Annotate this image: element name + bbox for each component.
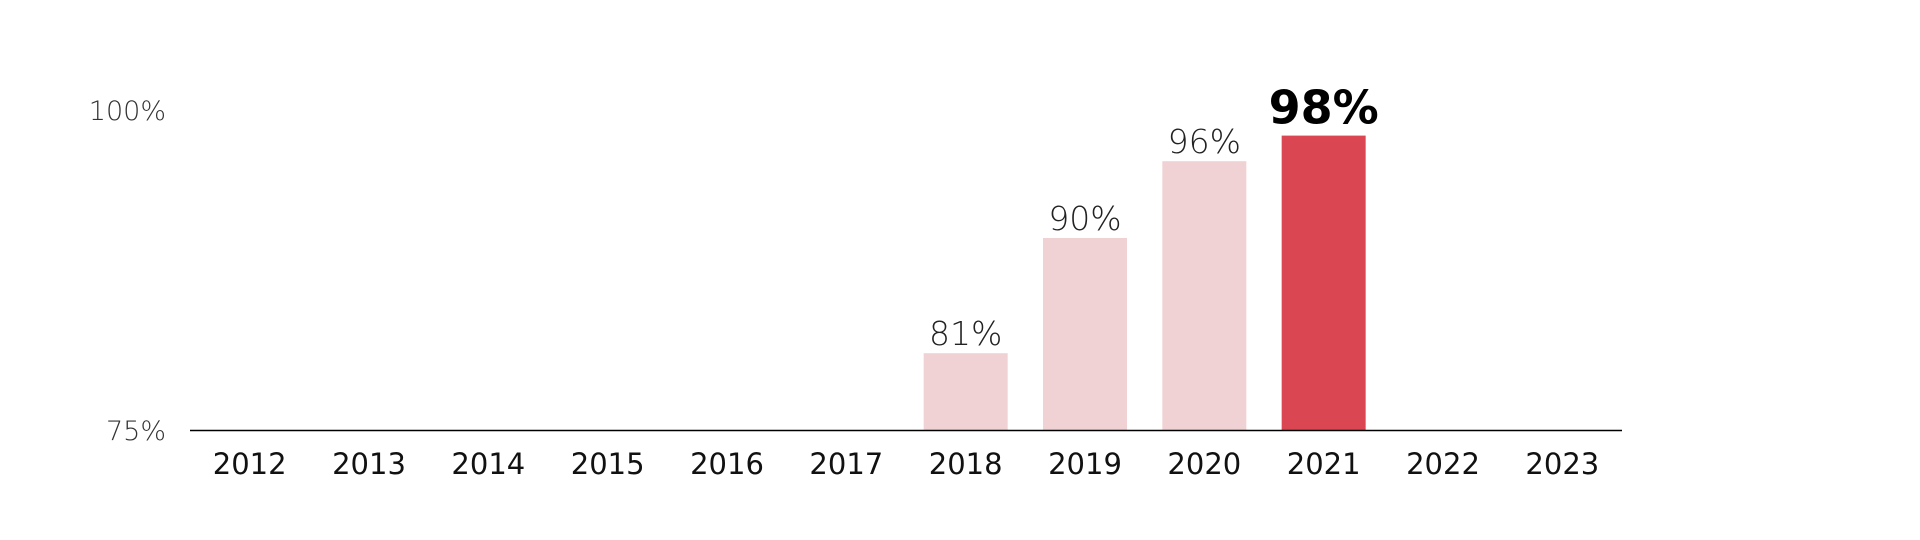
x-tick-label-2021: 2021 <box>1287 447 1361 481</box>
x-tick-label-2015: 2015 <box>571 447 645 481</box>
x-tick-label-2020: 2020 <box>1167 447 1241 481</box>
data-label-2019: 90% <box>1048 199 1121 238</box>
x-tick-label-2018: 2018 <box>929 447 1003 481</box>
bar-2019 <box>1043 238 1127 430</box>
data-label-2020: 96% <box>1168 122 1241 161</box>
x-tick-label-2012: 2012 <box>213 447 287 481</box>
x-tick-label-2017: 2017 <box>809 447 883 481</box>
x-tick-label-2014: 2014 <box>451 447 525 481</box>
data-label-2021: 98% <box>1269 81 1379 135</box>
bar-2020 <box>1162 161 1247 430</box>
bar-2021 <box>1281 135 1366 430</box>
x-tick-label-2022: 2022 <box>1406 447 1480 481</box>
y-tick-label: 100% <box>89 96 166 127</box>
x-tick-label-2016: 2016 <box>690 447 764 481</box>
x-tick-label-2013: 2013 <box>332 447 406 481</box>
x-tick-label-2023: 2023 <box>1525 447 1599 481</box>
y-tick-label: 75% <box>106 416 166 447</box>
data-label-2018: 81% <box>929 314 1002 353</box>
x-tick-label-2019: 2019 <box>1048 447 1122 481</box>
bar-2018 <box>923 353 1008 430</box>
